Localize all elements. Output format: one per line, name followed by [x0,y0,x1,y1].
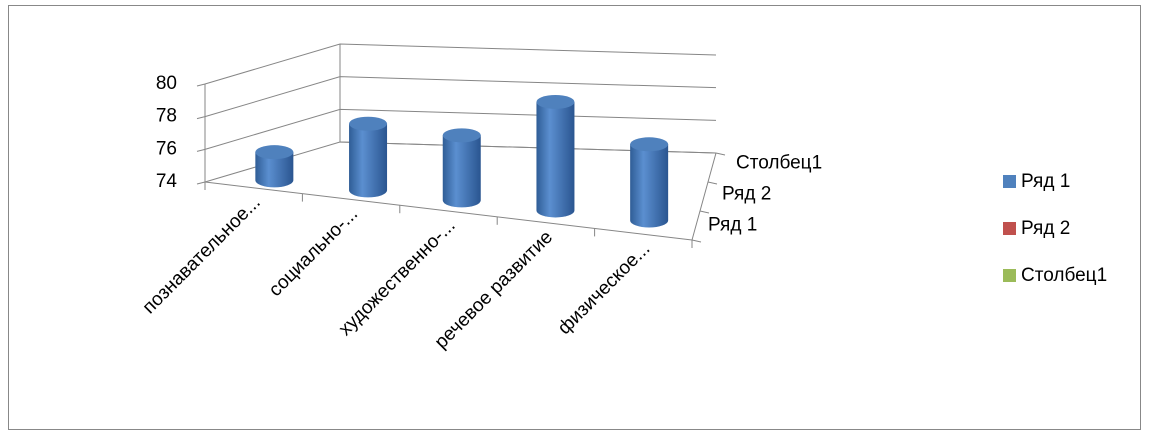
bar-top [536,94,575,109]
y-tick-label: 76 [156,138,177,159]
legend-label: Ряд 1 [1021,171,1070,192]
bar [536,101,575,218]
y-tick [196,83,206,87]
y-tick [196,116,206,120]
y-tick-label: 74 [156,171,178,192]
bar-top [349,116,388,131]
legend-swatch [1003,269,1016,282]
bar-top [255,145,294,160]
bar [442,135,481,208]
depth-axis [691,152,717,241]
bar-top [442,128,481,143]
depth-label: Ряд 2 [722,184,771,205]
depth-tick [715,152,726,156]
depth-label: Столбец1 [736,153,822,174]
chart-border [8,5,1141,430]
y-tick [196,148,206,152]
depth-tick [707,181,718,185]
depth-tick [691,239,702,243]
legend-label: Столбец1 [1021,265,1107,286]
legend-swatch [1003,222,1016,235]
legend-swatch [1003,175,1016,188]
x-axis [204,181,693,241]
depth-label: Ряд 1 [708,215,757,236]
bar [255,152,294,188]
bar [630,144,669,228]
legend-label: Ряд 2 [1021,218,1070,239]
depth-tick [699,210,710,214]
bar [349,123,388,198]
y-tick-label: 78 [156,106,177,127]
y-tick-label: 80 [156,73,177,94]
bar-top [630,137,669,152]
y-tick [196,181,206,185]
